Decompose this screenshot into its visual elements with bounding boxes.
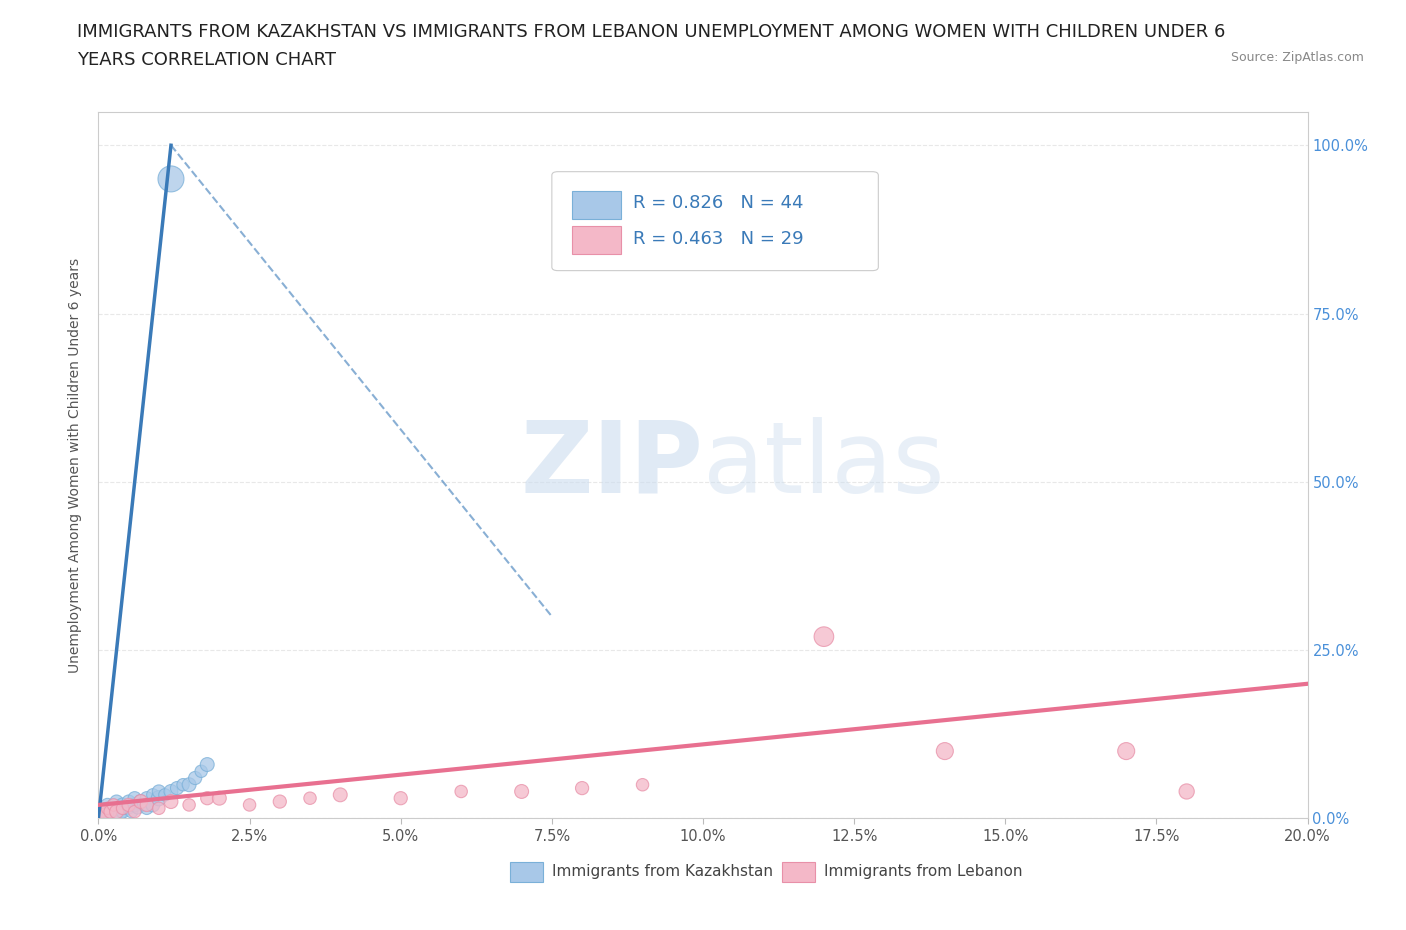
FancyBboxPatch shape [782, 862, 815, 882]
Point [135, 798, 157, 813]
Point [135, 790, 157, 805]
Point [195, 757, 218, 772]
Point [112, 801, 135, 816]
Point [90, 804, 112, 819]
Point [100, 801, 122, 816]
Point [1115, 744, 1137, 759]
Text: IMMIGRANTS FROM KAZAKHSTAN VS IMMIGRANTS FROM LEBANON UNEMPLOYMENT AMONG WOMEN W: IMMIGRANTS FROM KAZAKHSTAN VS IMMIGRANTS… [77, 23, 1226, 41]
Point [190, 764, 212, 778]
Point [111, 798, 134, 813]
Point [96, 801, 118, 816]
Point [93, 801, 115, 816]
Point [389, 790, 412, 805]
FancyBboxPatch shape [551, 172, 879, 271]
Point [103, 798, 125, 813]
Point [184, 771, 207, 786]
Point [208, 790, 231, 805]
Point [142, 788, 165, 803]
Point [93, 807, 115, 822]
Point [148, 790, 170, 805]
Point [299, 790, 322, 805]
Point [132, 798, 155, 813]
Point [107, 801, 129, 816]
Point [129, 794, 152, 809]
Text: R = 0.826   N = 44: R = 0.826 N = 44 [633, 194, 803, 212]
Point [105, 804, 128, 819]
Point [100, 804, 122, 819]
Point [111, 801, 134, 816]
Point [93, 807, 115, 822]
Point [118, 801, 141, 816]
Point [179, 777, 201, 792]
Point [100, 807, 122, 822]
Point [269, 794, 291, 809]
Point [105, 794, 128, 809]
Point [121, 804, 143, 819]
Point [153, 788, 176, 803]
Point [195, 790, 218, 805]
FancyBboxPatch shape [572, 226, 621, 255]
Point [127, 801, 149, 816]
Text: Immigrants from Kazakhstan: Immigrants from Kazakhstan [551, 864, 773, 879]
Point [91, 804, 114, 819]
Point [90, 804, 112, 819]
Point [142, 798, 165, 813]
Point [135, 801, 157, 816]
Point [105, 804, 128, 819]
Point [160, 171, 183, 186]
Text: ZIP: ZIP [520, 417, 703, 513]
Point [160, 784, 183, 799]
Point [124, 798, 146, 813]
Point [166, 780, 188, 795]
Point [160, 794, 183, 809]
Point [172, 777, 194, 792]
Point [631, 777, 654, 792]
Point [179, 798, 201, 813]
Text: Immigrants from Lebanon: Immigrants from Lebanon [824, 864, 1022, 879]
Point [108, 807, 131, 822]
Point [148, 801, 170, 816]
Point [94, 804, 117, 819]
Point [118, 798, 141, 813]
Point [148, 784, 170, 799]
Text: R = 0.463   N = 29: R = 0.463 N = 29 [633, 230, 803, 247]
Point [96, 807, 118, 822]
Point [96, 804, 118, 819]
Point [934, 744, 956, 759]
Text: YEARS CORRELATION CHART: YEARS CORRELATION CHART [77, 51, 336, 69]
Point [1175, 784, 1198, 799]
FancyBboxPatch shape [572, 191, 621, 219]
Point [111, 804, 134, 819]
Point [100, 804, 122, 819]
Point [450, 784, 472, 799]
Point [571, 780, 593, 795]
Point [510, 784, 533, 799]
Point [813, 630, 835, 644]
Point [118, 794, 141, 809]
Y-axis label: Unemployment Among Women with Children Under 6 years: Unemployment Among Women with Children U… [69, 258, 83, 672]
Point [96, 798, 118, 813]
Point [329, 788, 352, 803]
Point [129, 794, 152, 809]
Point [97, 804, 120, 819]
Point [124, 790, 146, 805]
FancyBboxPatch shape [509, 862, 543, 882]
Point [103, 798, 125, 813]
Text: Source: ZipAtlas.com: Source: ZipAtlas.com [1230, 51, 1364, 64]
Point [103, 807, 125, 822]
Point [239, 798, 262, 813]
Text: atlas: atlas [703, 417, 945, 513]
Point [124, 804, 146, 819]
